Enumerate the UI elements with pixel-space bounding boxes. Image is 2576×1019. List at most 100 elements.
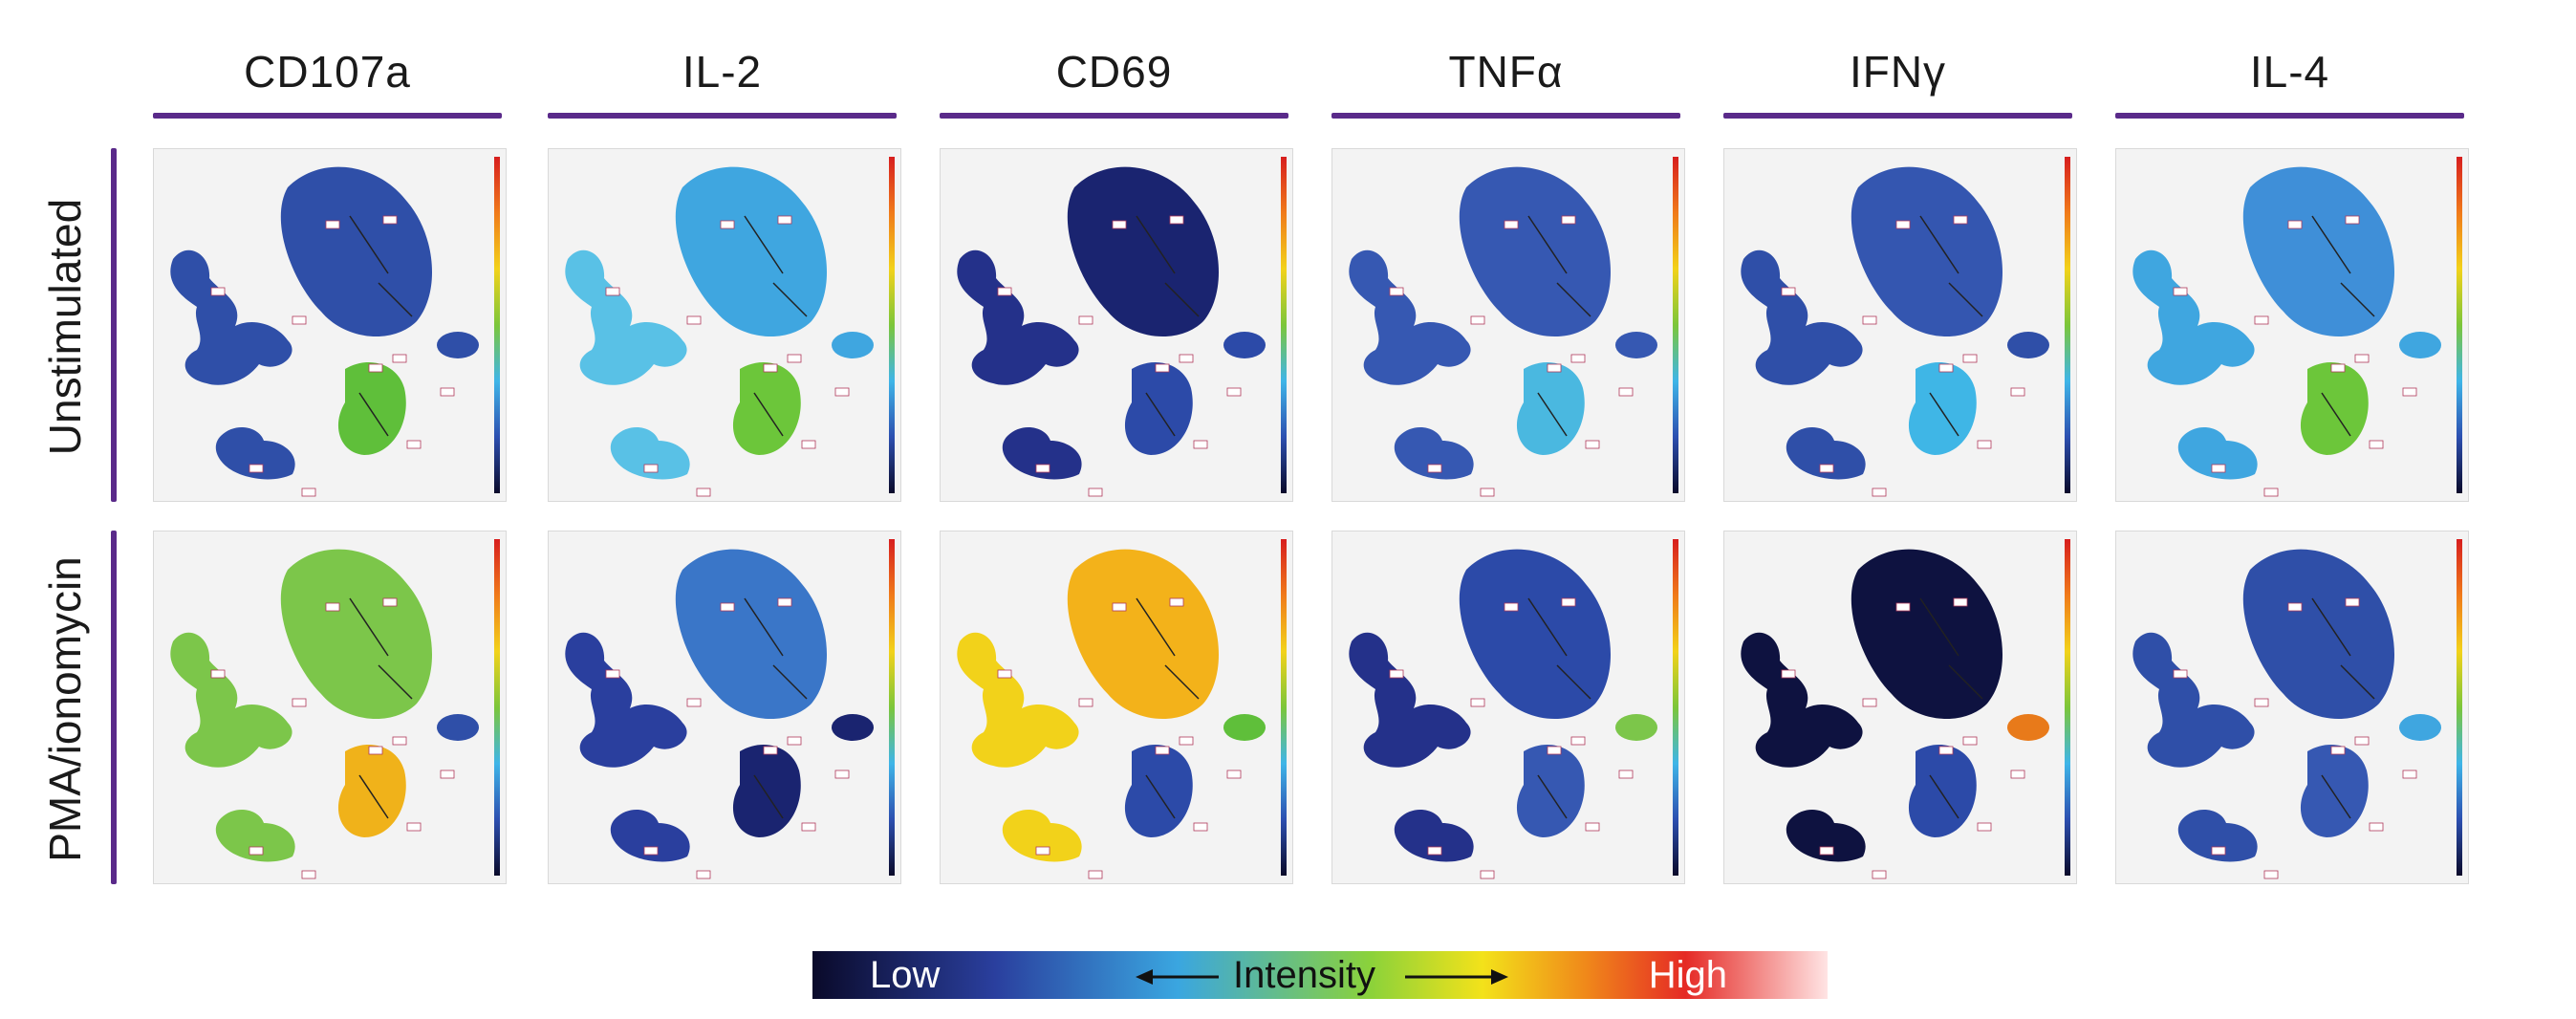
cluster-label-box <box>643 464 659 473</box>
column-header: CD107a <box>153 38 502 119</box>
cluster-label-box <box>1389 287 1404 296</box>
cluster-label-box <box>1872 488 1887 497</box>
lower-cluster <box>1908 361 1977 455</box>
annotation-line <box>1136 215 1176 274</box>
small-cluster <box>2007 332 2049 358</box>
cluster-plot <box>565 166 874 497</box>
cluster-plot <box>565 549 874 879</box>
cluster-label-box <box>696 870 711 879</box>
cluster-label-box <box>834 770 850 779</box>
annotation-line <box>1948 282 1983 317</box>
cluster-label-box <box>1480 488 1495 497</box>
column-divider <box>548 113 897 119</box>
lower-cluster <box>1516 744 1585 837</box>
bottom-cluster <box>610 426 690 480</box>
cluster-label-box <box>2402 770 2417 779</box>
cluster-label-box <box>997 669 1012 679</box>
panel-colorbar <box>889 539 895 876</box>
cluster-label-box <box>1112 602 1127 612</box>
annotation-line <box>744 597 784 657</box>
main-cluster <box>280 549 433 720</box>
cluster-label-box <box>777 215 792 225</box>
cluster-label-box <box>1480 870 1495 879</box>
cluster-label-box <box>1938 746 1954 755</box>
main-cluster <box>1459 166 1612 337</box>
cluster-label-box <box>382 215 398 225</box>
cluster-plot <box>1741 166 2049 497</box>
cluster-label-box <box>643 846 659 856</box>
cluster-label-box <box>249 464 264 473</box>
cluster-label-box <box>1078 698 1093 707</box>
annotation-line <box>2340 664 2375 700</box>
column-title: CD69 <box>1055 47 1173 97</box>
cluster-label-box <box>1547 746 1562 755</box>
cluster-plot <box>1349 549 1657 879</box>
annotation-line <box>1919 597 1959 657</box>
cluster-label-box <box>292 698 307 707</box>
column-title: CD107a <box>244 47 411 97</box>
umap-panel-unstimulated <box>1331 148 1685 502</box>
cluster-label-box <box>1872 870 1887 879</box>
cluster-label-box <box>2254 698 2269 707</box>
annotation-line <box>1527 597 1568 657</box>
cluster-label-box <box>1193 440 1208 449</box>
annotation-line <box>358 392 389 437</box>
left-cluster <box>1349 632 1471 768</box>
cluster-label-box <box>1561 215 1576 225</box>
cluster-plot <box>957 549 1266 879</box>
cluster-label-box <box>1427 846 1442 856</box>
left-cluster <box>957 632 1079 768</box>
panel-colorbar <box>2065 539 2070 876</box>
main-cluster <box>1459 549 1612 720</box>
annotation-line <box>1929 774 1959 819</box>
cluster-label-box <box>1470 698 1485 707</box>
cluster-plot <box>1741 549 2049 879</box>
umap-panel-unstimulated <box>1723 148 2077 502</box>
cluster-label-box <box>210 669 226 679</box>
annotation-line <box>378 282 413 317</box>
annotation-line <box>349 597 389 657</box>
small-cluster <box>437 714 479 741</box>
cluster-label-box <box>2287 220 2303 229</box>
lower-cluster <box>1516 361 1585 455</box>
cluster-label-box <box>2211 846 2226 856</box>
annotation-line <box>2340 282 2375 317</box>
small-cluster <box>2007 714 2049 741</box>
cluster-label-box <box>2287 602 2303 612</box>
lower-cluster <box>337 744 406 837</box>
small-cluster <box>2399 714 2441 741</box>
left-cluster <box>170 249 292 385</box>
cluster-label-box <box>2263 870 2279 879</box>
cluster-label-box <box>382 597 398 607</box>
small-cluster <box>1223 332 1266 358</box>
cluster-label-box <box>1504 602 1519 612</box>
annotation-line <box>349 215 389 274</box>
umap-panel-stimulated <box>548 531 901 884</box>
small-cluster <box>1615 714 1657 741</box>
cluster-label-box <box>292 315 307 325</box>
cluster-label-box <box>1226 770 1242 779</box>
cluster-label-box <box>325 602 340 612</box>
legend-low-label: Low <box>870 954 941 996</box>
column-divider <box>1723 113 2072 119</box>
umap-panel-unstimulated <box>548 148 901 502</box>
lower-cluster <box>1124 361 1193 455</box>
cluster-label-box <box>2330 746 2346 755</box>
legend-high-label: High <box>1648 954 1727 996</box>
annotation-line <box>1919 215 1959 274</box>
lower-cluster <box>2300 361 2369 455</box>
cluster-label-box <box>301 870 316 879</box>
annotation-line <box>1527 215 1568 274</box>
annotation-line <box>2311 215 2351 274</box>
cluster-label-box <box>301 488 316 497</box>
annotation-line <box>1164 282 1200 317</box>
cluster-label-box <box>1938 363 1954 373</box>
cluster-label-box <box>2263 488 2279 497</box>
column-divider <box>2115 113 2464 119</box>
cluster-label-box <box>2173 287 2188 296</box>
cluster-label-box <box>1977 822 1992 832</box>
small-cluster <box>2399 332 2441 358</box>
left-cluster <box>2132 632 2255 768</box>
cluster-label-box <box>1570 354 1586 363</box>
cluster-label-box <box>406 440 422 449</box>
